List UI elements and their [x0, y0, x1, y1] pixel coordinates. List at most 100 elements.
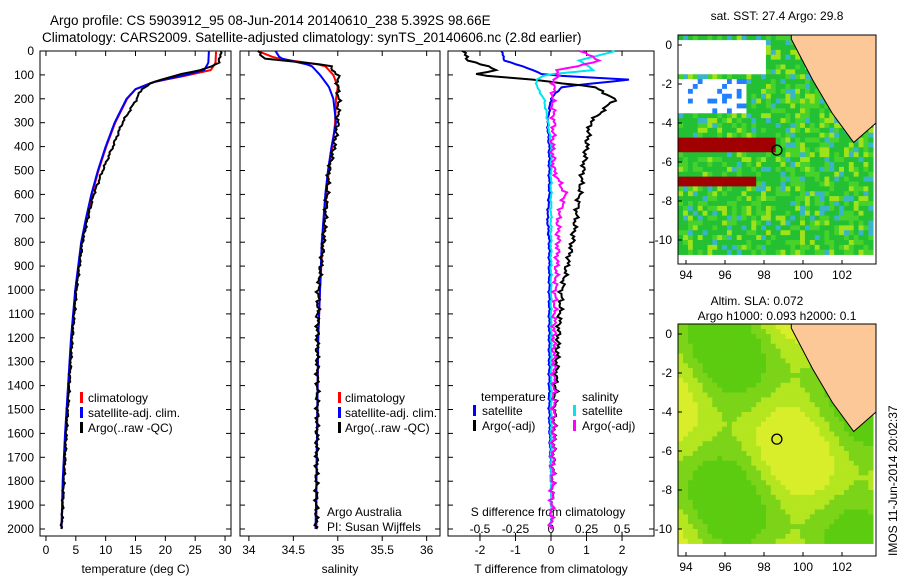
map-cell — [697, 108, 703, 114]
map-cell — [687, 244, 694, 251]
map-cell — [853, 181, 859, 187]
map-cell — [697, 201, 703, 207]
map-cell — [712, 196, 718, 202]
map-cell — [751, 524, 757, 530]
map-cell — [843, 402, 850, 408]
map-cell — [824, 147, 830, 153]
map-cell — [697, 98, 703, 104]
map-cell — [731, 358, 738, 364]
map-cell — [697, 514, 703, 520]
map-cell — [731, 49, 738, 56]
map-cell — [751, 407, 757, 413]
map-cell — [800, 382, 806, 388]
map-cell — [687, 35, 694, 41]
map-cell — [843, 220, 850, 226]
map-cell — [780, 324, 786, 330]
map-cell — [775, 514, 781, 520]
map-cell — [819, 215, 825, 221]
map-cell — [809, 373, 816, 379]
map-cell — [819, 108, 825, 114]
map-cell — [702, 455, 708, 462]
map-cell — [687, 84, 694, 90]
map-cell — [726, 451, 733, 457]
map-cell — [795, 98, 801, 104]
map-cell — [741, 244, 747, 251]
map-cell — [765, 225, 772, 231]
map-cell — [868, 79, 874, 85]
map-cell — [761, 142, 767, 148]
map-cell — [761, 103, 767, 109]
map-cell — [692, 353, 699, 359]
map-cell — [717, 49, 723, 56]
map-cell — [751, 186, 757, 192]
map-cell — [726, 181, 733, 187]
map-cell — [761, 465, 767, 471]
map-cell — [736, 494, 742, 501]
map-cell — [839, 127, 845, 134]
map-cell — [795, 529, 801, 535]
map-cell — [751, 64, 757, 70]
map-cell — [770, 84, 777, 90]
map-cell — [736, 519, 742, 525]
map-cell — [697, 382, 703, 388]
map-cell — [678, 162, 684, 168]
map-cell — [785, 123, 791, 129]
map-cell — [795, 353, 801, 359]
map-cell — [726, 142, 733, 148]
map-cell — [702, 220, 708, 226]
map-cell — [868, 490, 874, 496]
map-cell — [736, 215, 742, 221]
map-cell — [780, 509, 786, 515]
map-cell — [741, 392, 747, 398]
map-cell — [834, 377, 840, 384]
x-tick-label: 20 — [159, 543, 173, 557]
map-cell — [790, 210, 796, 216]
map-cell — [712, 475, 718, 481]
map-cell — [848, 123, 855, 129]
map-cell — [712, 499, 718, 505]
map-cell — [853, 504, 859, 510]
map-cell — [785, 533, 791, 540]
map-cell — [712, 54, 718, 60]
map-cell — [692, 421, 699, 427]
map-cell — [868, 215, 874, 221]
map-cell — [717, 348, 723, 354]
map-cell — [756, 358, 762, 364]
map-cell — [863, 118, 869, 124]
map-cell — [809, 494, 816, 501]
map-cell — [814, 426, 820, 432]
map-cell — [678, 230, 684, 236]
map-cell — [756, 98, 762, 104]
map-cell — [726, 35, 733, 41]
map-cell — [712, 225, 718, 231]
map-cell — [761, 451, 767, 457]
map-cell — [731, 69, 738, 75]
map-cell — [717, 392, 723, 398]
map-cell — [863, 201, 869, 207]
map-cell — [809, 176, 816, 182]
map-cell — [731, 191, 738, 197]
map-cell — [829, 524, 835, 530]
map-cell — [819, 485, 825, 491]
map-cell — [829, 45, 835, 51]
map-cell — [863, 392, 869, 398]
map-cell — [678, 79, 684, 85]
map-cell — [722, 103, 728, 109]
map-cell — [863, 166, 869, 173]
map-cell — [853, 59, 859, 65]
map-cell — [726, 84, 733, 90]
map-cell — [741, 514, 747, 520]
lon-tick-label: 96 — [718, 268, 732, 282]
map-cell — [790, 490, 796, 496]
map-cell — [712, 215, 718, 221]
map-cell — [824, 69, 830, 75]
map-cell — [751, 421, 757, 427]
map-cell — [731, 166, 738, 173]
map-cell — [834, 40, 840, 46]
map-cell — [829, 426, 835, 432]
map-cell — [726, 98, 733, 104]
map-cell — [795, 348, 801, 354]
map-cell — [819, 123, 825, 129]
map-cell — [765, 490, 772, 496]
map-cell — [731, 455, 738, 462]
